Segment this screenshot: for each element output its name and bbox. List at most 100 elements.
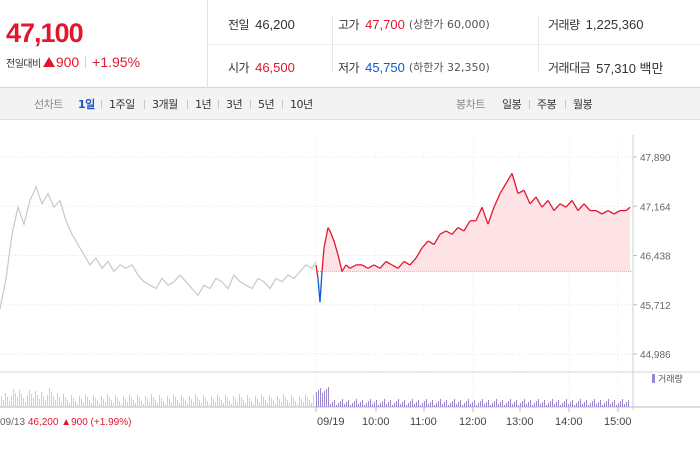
volume-bar-today: [520, 403, 521, 407]
volume-bar-previous: [291, 395, 292, 407]
toolbar-divider: [187, 100, 188, 109]
volume-bar-today: [616, 405, 617, 407]
period-10y-tab[interactable]: 10년: [290, 98, 313, 111]
series-segment-today: [345, 264, 351, 269]
volume-bar-today: [530, 400, 531, 407]
series-segment-today: [329, 230, 335, 242]
volume-bar-previous: [189, 396, 190, 407]
volume-bar-today: [446, 400, 447, 407]
period-3m-tab[interactable]: 3개월: [152, 98, 178, 111]
candle-monthly-tab[interactable]: 월봉: [573, 98, 593, 111]
volume-bar-today: [606, 401, 607, 407]
volume-bar-today: [502, 400, 503, 407]
volume-bar-previous: [27, 395, 28, 407]
volume-bar-today: [536, 401, 537, 407]
volume-bar-previous: [7, 397, 8, 407]
volume-bar-previous: [119, 401, 120, 407]
volume-bar-previous: [283, 394, 284, 407]
prev-close-value: 46,200: [255, 16, 295, 32]
volume-bar-today: [576, 403, 577, 407]
volume-bar-previous: [217, 394, 218, 407]
volume-bar-today: [604, 403, 605, 407]
volume-bar-today: [510, 399, 511, 407]
volume-bar-previous: [59, 397, 60, 407]
volume-bar-previous: [281, 402, 282, 407]
volume-bar-today: [462, 405, 463, 407]
y-tick-label: 46,438: [640, 252, 671, 263]
series-area-today: [316, 173, 630, 272]
period-3y-tab[interactable]: 3년: [226, 98, 243, 111]
volume-bar-today: [472, 402, 473, 407]
volume-bar-previous: [157, 403, 158, 407]
period-1w-tab[interactable]: 1주일: [109, 98, 135, 111]
volume-bar-today: [608, 399, 609, 407]
period-5y-tab[interactable]: 5년: [258, 98, 275, 111]
volume-bar-today: [586, 400, 587, 407]
volume-bar-today: [562, 403, 563, 407]
volume-bar-previous: [21, 394, 22, 407]
volume-bar-today: [612, 402, 613, 407]
volume-bar-previous: [15, 393, 16, 407]
volume-bar-today: [568, 404, 569, 407]
volume-bar-previous: [243, 400, 244, 407]
volume-bar-today: [366, 403, 367, 407]
volume-bar-previous: [69, 403, 70, 407]
volume-bar-previous: [45, 400, 46, 407]
volume-bar-today: [458, 402, 459, 407]
high-cell: 고가 47,700 (상한가 60,000): [338, 15, 490, 33]
series-segment-today: [481, 206, 489, 225]
volume-bar-previous: [179, 403, 180, 407]
series-segment-today: [601, 210, 609, 215]
volume-bar-today: [438, 401, 439, 407]
volume-bar-previous: [159, 395, 160, 407]
volume-bar-today: [572, 400, 573, 407]
volume-bar-previous: [117, 398, 118, 407]
volume-bar-today: [492, 403, 493, 407]
volume-bar-previous: [55, 400, 56, 407]
series-segment-today: [445, 230, 453, 235]
volume-bar-previous: [259, 402, 260, 407]
volume-bar-previous: [209, 404, 210, 407]
volume-bar-today: [392, 405, 393, 407]
period-1y-tab[interactable]: 1년: [195, 98, 212, 111]
candle-daily-tab[interactable]: 일봉: [502, 98, 522, 111]
volume-bar-today: [352, 403, 353, 407]
series-segment-today: [463, 220, 471, 232]
x-tick-label: 13:00: [506, 416, 534, 428]
volume-bar-previous: [127, 402, 128, 407]
volume-bar-today: [602, 405, 603, 407]
series-segment-today: [517, 189, 525, 195]
volume-bar-today: [410, 401, 411, 407]
volume-bar-previous: [33, 398, 34, 407]
volume-bar-previous: [137, 395, 138, 407]
period-1d-tab[interactable]: 1일: [78, 98, 95, 111]
summary-row-divider: [208, 44, 700, 45]
volume-bar-previous: [89, 400, 90, 407]
series-segment-today: [547, 200, 555, 211]
candle-weekly-tab[interactable]: 주봉: [537, 98, 557, 111]
volume-bar-today: [424, 401, 425, 407]
volume-bar-previous: [109, 397, 110, 407]
series-segment-today: [523, 189, 531, 205]
volume-bar-today: [504, 405, 505, 407]
x-tick-label: 09/19: [317, 416, 345, 428]
volume-bar-today: [522, 401, 523, 407]
volume-bar-today: [372, 404, 373, 407]
series-segment-today: [499, 183, 507, 194]
volume-bar-today: [548, 403, 549, 407]
volume-bar-previous: [195, 394, 196, 407]
volume-bar-today: [370, 399, 371, 407]
volume-bar-previous: [313, 395, 314, 407]
change-divider: [85, 56, 87, 68]
volume-bar-previous: [279, 399, 280, 407]
volume-bar-previous: [293, 398, 294, 407]
volume-bar-today: [408, 403, 409, 407]
volume-bar-previous: [67, 400, 68, 407]
volume-bar-today: [500, 402, 501, 407]
volume-bar-previous: [231, 404, 232, 407]
volume-bar-today: [400, 404, 401, 407]
series-segment-today: [337, 254, 343, 272]
volume-bar-previous: [225, 395, 226, 407]
upper-limit: (상한가 60,000): [408, 18, 490, 31]
volume-bar-today: [330, 404, 331, 407]
